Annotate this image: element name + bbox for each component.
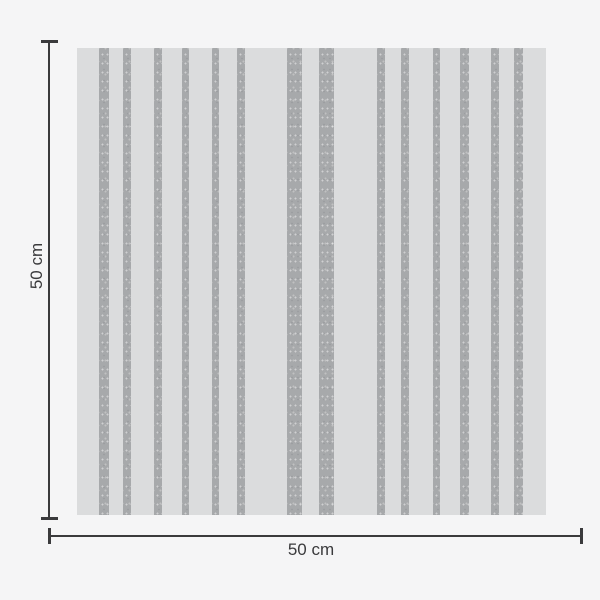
fabric-stripe — [377, 48, 385, 515]
fabric-stripe — [401, 48, 409, 515]
fabric-stripe — [514, 48, 523, 515]
fabric-stripe — [182, 48, 189, 515]
width-dimension-cap-right — [580, 528, 583, 544]
fabric-stripe — [99, 48, 109, 515]
fabric-stripe — [287, 48, 302, 515]
fabric-stripe — [460, 48, 469, 515]
width-dimension-line — [49, 535, 582, 537]
height-dimension-label: 50 cm — [27, 242, 46, 290]
height-dimension-line — [48, 41, 50, 519]
width-dimension-label: 50 cm — [287, 540, 335, 559]
width-dimension-cap-left — [48, 528, 51, 544]
fabric-stripe — [237, 48, 245, 515]
fabric-stripe — [212, 48, 219, 515]
fabric-stripe — [491, 48, 499, 515]
fabric-stripe — [433, 48, 440, 515]
height-dimension-cap-bottom — [41, 517, 58, 520]
fabric-stripe — [319, 48, 334, 515]
fabric-stripe — [123, 48, 131, 515]
fabric-swatch — [77, 48, 546, 515]
fabric-stripe — [154, 48, 162, 515]
height-dimension-cap-top — [41, 40, 58, 43]
